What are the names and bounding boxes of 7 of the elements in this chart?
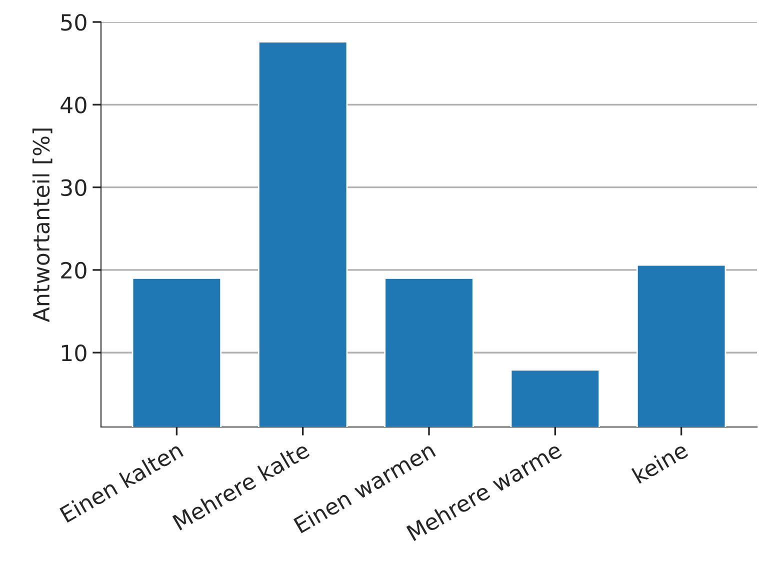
y-axis-title: Antwortanteil [%]	[32, 128, 52, 322]
y-tick-label: 40	[60, 96, 86, 114]
x-tick-label: keine	[631, 440, 689, 484]
y-tick-label: 10	[62, 344, 86, 362]
y-tick-label: 20	[61, 262, 86, 279]
y-tick-label: 50	[61, 14, 86, 31]
y-tick-label: 30	[61, 179, 86, 196]
